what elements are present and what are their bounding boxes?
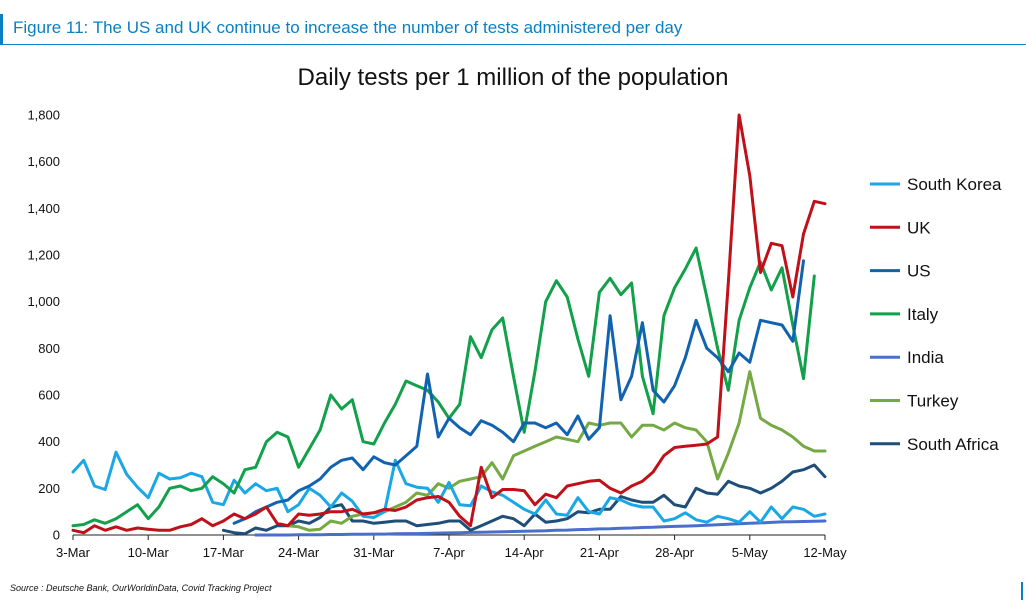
x-tick-label: 5-May [732, 545, 769, 560]
x-tick-label: 12-May [803, 545, 847, 560]
series-line-india [254, 519, 827, 537]
series-line-turkey [286, 370, 827, 532]
x-tick-label: 10-Mar [128, 545, 170, 560]
chart-title: Daily tests per 1 million of the populat… [297, 64, 729, 91]
y-tick-label: 1,400 [27, 201, 60, 216]
series-line-italy [71, 246, 816, 528]
legend-label-south-africa: South Africa [907, 435, 999, 454]
y-tick-label: 800 [38, 341, 60, 356]
legend-label-uk: UK [907, 218, 931, 237]
series-line-south-korea [71, 450, 827, 524]
x-tick-label: 31-Mar [353, 545, 395, 560]
y-tick-label: 200 [38, 481, 60, 496]
corner-mark [1021, 582, 1023, 600]
y-tick-label: 600 [38, 388, 60, 403]
x-tick-label: 3-Mar [56, 545, 91, 560]
figure-title: Figure 11: The US and UK continue to inc… [13, 18, 683, 37]
x-tick-label: 21-Apr [580, 545, 620, 560]
legend-label-italy: Italy [907, 305, 939, 324]
x-tick-label: 24-Mar [278, 545, 320, 560]
x-tick-label: 14-Apr [505, 545, 545, 560]
title-accent-bar [0, 14, 3, 44]
legend-label-south-korea: South Korea [907, 175, 1002, 194]
source-note: Source : Deutsche Bank, OurWorldinData, … [10, 583, 272, 593]
y-tick-label: 1,200 [27, 248, 60, 263]
series-line-uk [71, 113, 827, 535]
header-divider [0, 44, 1026, 45]
legend-label-turkey: Turkey [907, 392, 959, 411]
x-tick-label: 28-Apr [655, 545, 695, 560]
y-tick-label: 1,800 [27, 108, 60, 123]
x-tick-label: 17-Mar [203, 545, 245, 560]
series-line-us [232, 259, 805, 525]
y-tick-label: 1,600 [27, 154, 60, 169]
y-tick-label: 0 [53, 528, 60, 543]
legend-label-india: India [907, 348, 944, 367]
y-tick-label: 1,000 [27, 294, 60, 309]
legend-label-us: US [907, 262, 931, 281]
y-tick-label: 400 [38, 434, 60, 449]
x-tick-label: 7-Apr [433, 545, 465, 560]
